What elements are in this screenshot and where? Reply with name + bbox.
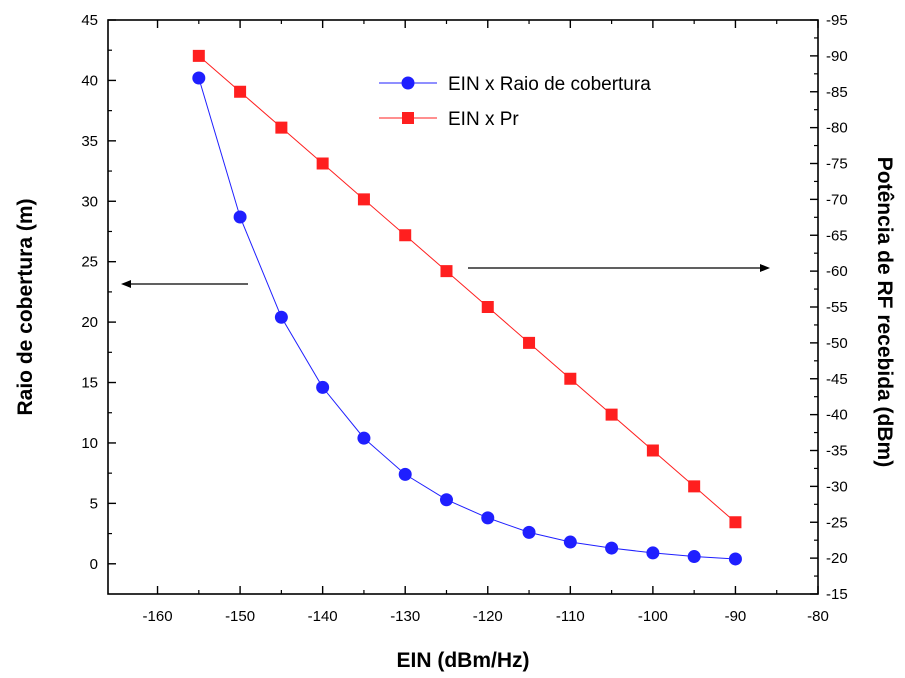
legend-item-0: EIN x Raio de cobertura xyxy=(379,74,651,95)
x-tick-label-6: -100 xyxy=(638,608,668,625)
y2-tick-label-2: -25 xyxy=(826,514,848,531)
series-0-point-0 xyxy=(192,71,206,85)
series-0-point-4 xyxy=(357,431,371,445)
y2-tick-label-9: -60 xyxy=(826,263,848,280)
legend-marker-0 xyxy=(401,76,415,90)
y-tick-label-2: 10 xyxy=(81,435,98,452)
left-axis-arrow-head xyxy=(121,280,131,288)
series-0-point-3 xyxy=(316,380,330,394)
y2-tick-label-4: -35 xyxy=(826,443,848,460)
y2-tick-label-5: -40 xyxy=(826,407,848,424)
x-tick-label-4: -120 xyxy=(473,608,503,625)
series-1-point-13 xyxy=(729,516,742,529)
y2-tick-label-16: -95 xyxy=(826,12,848,29)
series-1-point-9 xyxy=(564,372,577,385)
series-1-point-8 xyxy=(523,336,536,349)
y2-axis-title: Potência de RF recebida (dBm) xyxy=(873,157,896,467)
y-tick-label-7: 35 xyxy=(81,133,98,150)
series-0-point-9 xyxy=(563,535,577,549)
series-0-point-11 xyxy=(646,546,660,560)
series-0-point-1 xyxy=(233,210,247,224)
legend-item-1: EIN x Pr xyxy=(379,109,519,130)
y-tick-label-6: 30 xyxy=(81,193,98,210)
series-0-point-2 xyxy=(274,310,288,324)
x-tick-label-5: -110 xyxy=(556,608,585,625)
y-axis-title: Raio de cobertura (m) xyxy=(14,198,37,415)
y-tick-label-5: 25 xyxy=(81,254,98,271)
series-1-point-3 xyxy=(316,157,329,170)
y-tick-label-0: 0 xyxy=(90,556,98,573)
legend-label-1: EIN x Pr xyxy=(448,109,519,130)
right-axis-arrow-head xyxy=(760,264,770,272)
y2-tick-label-12: -75 xyxy=(826,156,848,173)
y-tick-label-1: 5 xyxy=(90,495,98,512)
plot-frame xyxy=(107,19,819,595)
y2-tick-label-8: -55 xyxy=(826,299,848,316)
ticks-layer: -160 -150 -140 -130 -120 -110 -100 -90 -80 0 5 10 15… xyxy=(81,12,847,625)
y2-tick-label-10: -65 xyxy=(826,227,848,244)
series-1-point-5 xyxy=(399,229,412,242)
series-1-point-1 xyxy=(234,85,247,98)
arrows-layer xyxy=(121,264,770,288)
series-1-point-6 xyxy=(440,265,453,278)
y2-tick-label-11: -70 xyxy=(826,191,848,208)
x-axis-title: EIN (dBm/Hz) xyxy=(397,649,530,672)
y2-tick-label-7: -50 xyxy=(826,335,848,352)
y-tick-label-4: 20 xyxy=(81,314,98,331)
y-tick-label-8: 40 xyxy=(81,72,98,89)
x-tick-label-0: -160 xyxy=(143,608,173,625)
series-0-point-12 xyxy=(687,550,701,564)
series-layer xyxy=(192,49,742,566)
series-1-point-0 xyxy=(192,49,205,62)
y2-tick-label-6: -45 xyxy=(826,371,848,388)
legend-label-0: EIN x Raio de cobertura xyxy=(448,74,651,95)
series-0-point-13 xyxy=(728,552,742,566)
x-tick-label-7: -90 xyxy=(725,608,747,625)
series-1-point-12 xyxy=(688,480,701,493)
series-0-point-10 xyxy=(605,541,619,555)
x-tick-label-3: -130 xyxy=(390,608,420,625)
series-line-0 xyxy=(198,77,736,560)
series-0-point-6 xyxy=(439,493,453,507)
y-tick-label-3: 15 xyxy=(81,375,98,392)
legend-marker-1 xyxy=(402,112,414,124)
series-0-point-5 xyxy=(398,467,412,481)
series-1-point-4 xyxy=(357,193,370,206)
series-1-point-10 xyxy=(605,408,618,421)
y2-tick-label-0: -15 xyxy=(826,586,848,603)
y2-tick-label-13: -80 xyxy=(826,120,848,137)
y2-tick-label-3: -30 xyxy=(826,478,848,495)
x-tick-label-2: -140 xyxy=(308,608,338,625)
series-1-point-11 xyxy=(646,444,659,457)
series-0-point-8 xyxy=(522,525,536,539)
series-line-1 xyxy=(198,55,736,523)
y-tick-label-9: 45 xyxy=(81,12,98,29)
x-tick-label-8: -80 xyxy=(807,608,829,625)
x-tick-label-1: -150 xyxy=(225,608,255,625)
y2-tick-label-14: -85 xyxy=(826,84,848,101)
series-1-point-7 xyxy=(481,301,494,313)
y2-tick-label-15: -90 xyxy=(826,48,848,65)
series-1-point-2 xyxy=(275,121,288,134)
legend: EIN x Raio de cobertura EIN x Pr xyxy=(379,74,651,130)
series-0-point-7 xyxy=(481,511,495,525)
y2-tick-label-1: -20 xyxy=(826,550,848,567)
